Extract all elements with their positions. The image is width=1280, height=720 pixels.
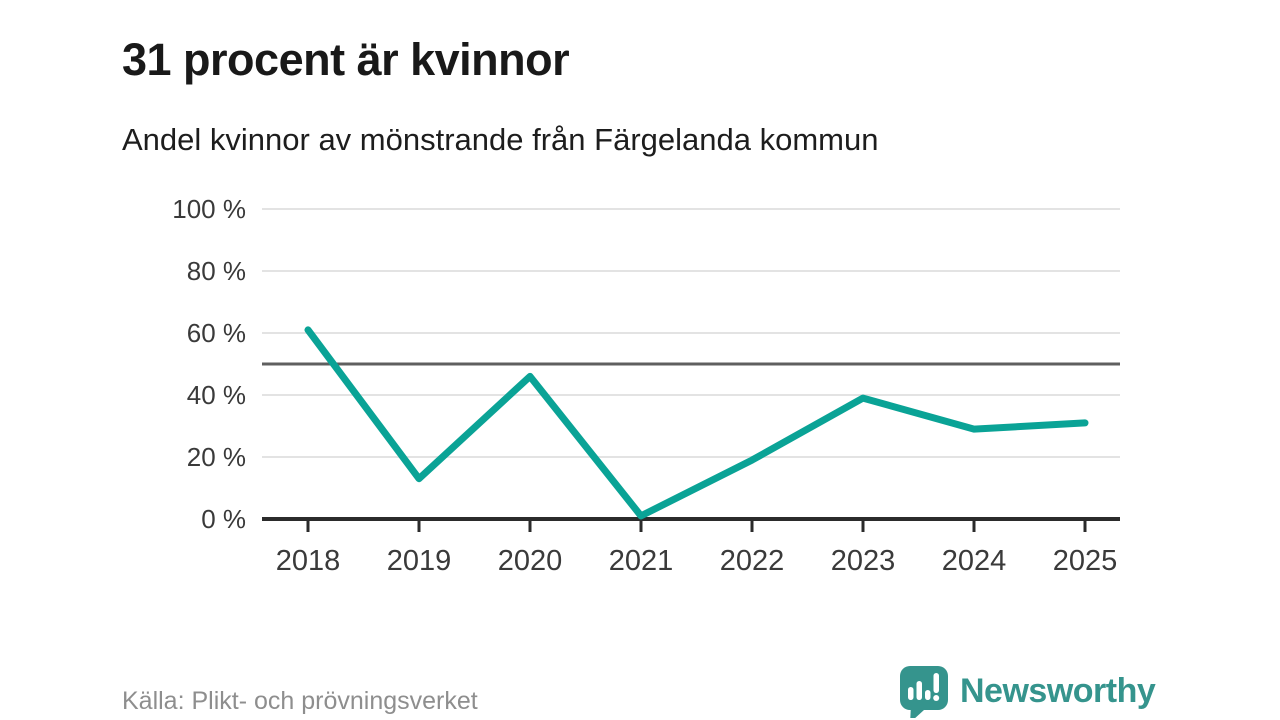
page-title: 31 procent är kvinnor xyxy=(122,34,570,86)
x-tick-label: 2021 xyxy=(609,545,674,577)
bar-2 xyxy=(916,681,922,700)
x-tick-label: 2020 xyxy=(498,545,563,577)
x-tick-label: 2018 xyxy=(276,545,341,577)
y-tick-label: 0 % xyxy=(201,504,246,534)
source-note: Källa: Plikt- och prövningsverket xyxy=(122,687,478,715)
speech-bubble-shape xyxy=(900,666,948,718)
y-tick-label: 20 % xyxy=(187,442,246,472)
chart-subtitle: Andel kvinnor av mönstrande från Färgela… xyxy=(122,122,879,157)
newsworthy-logo-icon xyxy=(900,666,948,718)
y-tick-label: 40 % xyxy=(187,380,246,410)
x-tick-label: 2023 xyxy=(831,545,896,577)
brand-name: Newsworthy xyxy=(960,671,1156,710)
data-line xyxy=(304,326,1089,520)
brand-footer: Newsworthy xyxy=(896,664,1156,718)
y-tick-label: 80 % xyxy=(187,256,246,286)
bar-1 xyxy=(908,687,914,700)
exclamation-dot xyxy=(933,695,940,701)
x-tick-label: 2024 xyxy=(942,545,1007,577)
y-tick-label: 60 % xyxy=(187,318,246,348)
exclamation-bar xyxy=(933,673,939,693)
bar-3 xyxy=(925,690,931,700)
y-tick-label: 100 % xyxy=(172,194,246,224)
x-tick-label: 2019 xyxy=(387,545,452,577)
x-tick-label: 2025 xyxy=(1053,545,1118,577)
x-tick-label: 2022 xyxy=(720,545,785,577)
